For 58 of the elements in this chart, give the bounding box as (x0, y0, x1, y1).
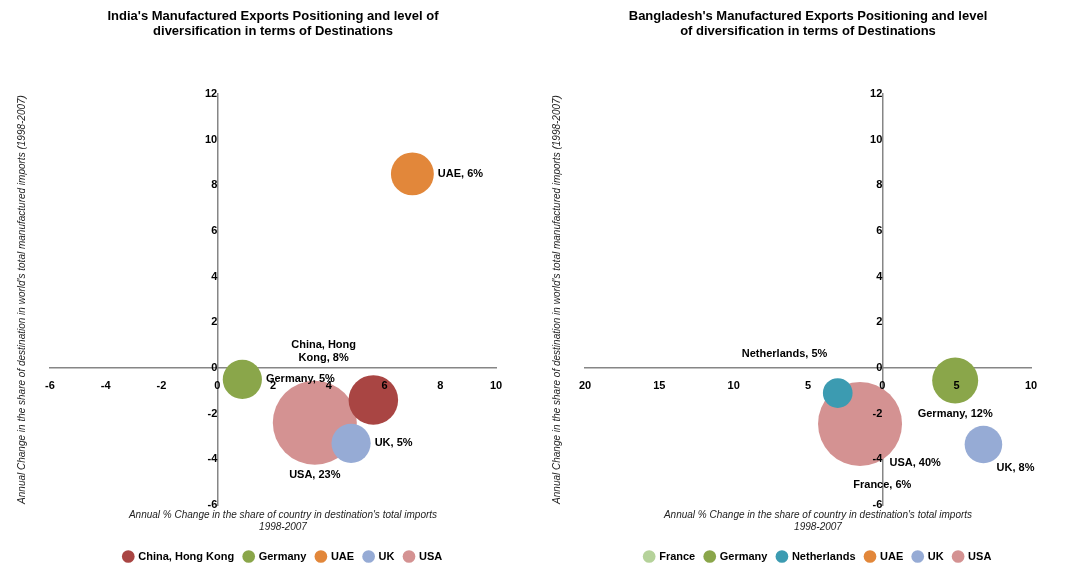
legend-label: USA (419, 549, 443, 562)
y-tick-label: -4 (207, 452, 219, 465)
data-label: USA, 40% (889, 456, 941, 469)
y-tick-label: 4 (211, 269, 219, 282)
y-tick-label: 10 (205, 132, 218, 145)
data-label: UK, 5% (374, 436, 413, 449)
y-tick-label: -6 (207, 498, 218, 511)
chart-title: India's Manufactured Exports Positioning and level of diversification in terms of Destinations (106, 8, 440, 40)
legend-label: UK (378, 549, 395, 562)
annotation: France, 6% (853, 478, 912, 491)
y-tick-label: 12 (205, 87, 218, 100)
legend-label: Germany (719, 549, 769, 562)
data-label: China, Hong Kong, 8% (291, 337, 357, 363)
y-tick-label: 0 (876, 361, 883, 374)
x-tick-label: 5 (953, 378, 960, 391)
y-tick-label: 6 (876, 224, 883, 237)
chart-title: Bangladesh's Manufactured Exports Positioning and level of diversification in terms of Destinations (628, 8, 988, 40)
y-tick-label: 2 (211, 315, 218, 328)
data-label: UK, 8% (996, 460, 1035, 473)
legend-label: France (659, 549, 696, 562)
y-axis-title: Annual Change in the share of destination in world's total manufactured imports (1998-2007) (15, 95, 27, 505)
x-tick-label: 5 (804, 378, 812, 391)
x-tick-label: -2 (156, 378, 167, 391)
y-tick-label: -2 (207, 406, 218, 419)
legend-label: USA (968, 549, 992, 562)
legend-label: Germany (258, 549, 308, 562)
y-tick-label: 8 (211, 178, 218, 191)
legend-label: UAE (330, 549, 355, 562)
y-tick-label: 6 (211, 224, 218, 237)
x-tick-label: 10 (727, 378, 740, 391)
x-tick-label: -6 (45, 378, 55, 391)
x-tick-label: -4 (100, 378, 112, 391)
legend-label: Netherlands (791, 549, 856, 562)
x-tick-label: 10 (1024, 378, 1038, 391)
y-tick-label: -6 (872, 498, 883, 511)
x-axis-title: Annual % Change in the share of country in destination's total imports 1998-2007 (662, 508, 973, 532)
x-axis-title: Annual % Change in the share of country in destination's total imports 1998-2007 (127, 508, 438, 532)
x-tick-label: 6 (381, 378, 388, 391)
data-label: Netherlands, 5% (741, 347, 828, 360)
y-tick-label: 12 (870, 87, 883, 100)
legend-label: China, Hong Kong (138, 549, 235, 562)
legend-label: UAE (880, 549, 904, 562)
x-tick-label: 15 (653, 378, 666, 391)
legend-label: UK (927, 549, 944, 562)
y-tick-label: -4 (872, 452, 884, 465)
y-tick-label: -2 (872, 406, 883, 419)
y-tick-label: 8 (876, 178, 883, 191)
x-tick-label: 10 (489, 378, 503, 391)
y-tick-label: 0 (211, 361, 218, 374)
data-label: UAE, 6% (437, 166, 484, 179)
y-tick-label: 4 (876, 269, 884, 282)
data-label: Germany, 12% (917, 406, 993, 419)
y-tick-label: 2 (876, 315, 883, 328)
x-tick-label: 8 (437, 378, 444, 391)
x-tick-label: 20 (578, 378, 592, 391)
data-label: USA, 23% (289, 467, 341, 480)
y-tick-label: 10 (870, 132, 883, 145)
y-axis-title: Annual Change in the share of destination in world's total manufactured imports (1998-2007) (550, 95, 562, 505)
